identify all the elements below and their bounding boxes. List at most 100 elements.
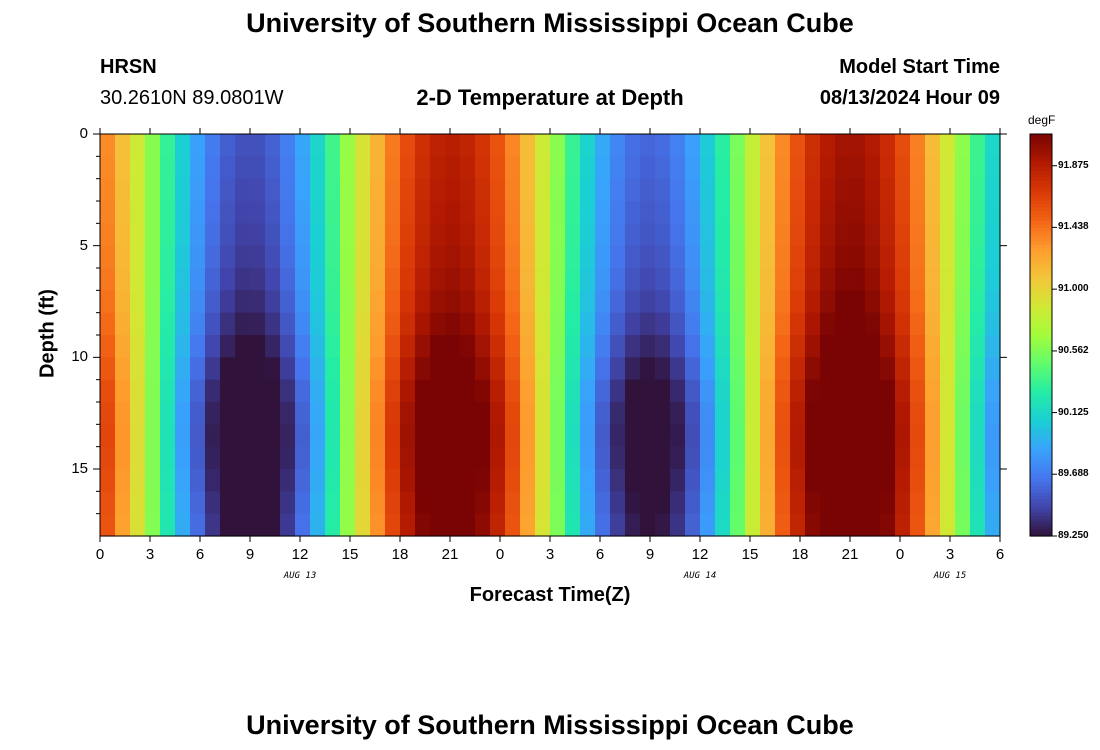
heatmap-cell [700,513,716,537]
heatmap-cell [625,312,641,336]
heatmap-cell [970,424,986,448]
heatmap-cell [670,491,686,515]
heatmap-cell [115,312,131,336]
colorbar-tick-label: 89.250 [1058,530,1089,541]
heatmap-cell [505,178,521,202]
colorbar-swatch [1030,308,1052,313]
heatmap-cell [850,513,866,537]
heatmap-cell [580,469,596,492]
heatmap-cell [460,335,476,358]
heatmap-cell [550,223,566,247]
colorbar-swatch [1030,525,1052,530]
heatmap-cell [625,245,641,269]
heatmap-cell [520,245,536,269]
heatmap-cell [490,156,506,180]
heatmap-cell [865,245,881,269]
x-tick-label: 15 [341,546,359,563]
heatmap-cell [580,491,596,515]
heatmap-cell [730,290,746,314]
heatmap-cell [265,156,281,180]
heatmap-cell [265,402,281,425]
heatmap-cell [430,178,446,202]
heatmap-cell [265,424,281,448]
heatmap-cell [940,134,956,157]
heatmap-cell [505,469,521,492]
heatmap-cell [460,156,476,180]
heatmap-cell [130,178,146,202]
heatmap-cell [610,245,626,269]
heatmap-cell [580,223,596,247]
heatmap-cell [775,469,791,492]
heatmap-cell [895,446,911,470]
heatmap-cell [250,491,266,515]
x-tick-label: 12 [291,546,309,563]
heatmap-cell [745,312,761,336]
heatmap-cell [280,446,296,470]
heatmap-cell [295,178,311,202]
heatmap-cell [580,245,596,269]
heatmap-cell [400,469,416,492]
heatmap-cell [955,268,971,291]
heatmap-cell [745,424,761,448]
heatmap-cell [145,201,161,224]
heatmap-cell [910,268,926,291]
heatmap-cell [355,357,371,381]
heatmap-cell [955,357,971,381]
heatmap-cell [775,446,791,470]
heatmap-cell [295,357,311,381]
heatmap-cell [835,424,851,448]
heatmap-cell [310,156,326,180]
heatmap-cell [805,335,821,358]
heatmap-cell [820,312,836,336]
heatmap-cell [145,513,161,537]
heatmap-cell [925,223,941,247]
heatmap-cell [850,379,866,403]
heatmap-cell [460,513,476,537]
heatmap-cell [865,335,881,358]
heatmap-cell [445,290,461,314]
heatmap-cell [850,312,866,336]
heatmap-cell [100,178,116,202]
heatmap-cell [100,469,116,492]
colorbar-swatch [1030,217,1052,222]
heatmap-cell [640,178,656,202]
heatmap-cell [940,335,956,358]
heatmap-cell [775,335,791,358]
heatmap-cell [925,156,941,180]
heatmap-cell [895,245,911,269]
colorbar-swatch [1030,261,1052,266]
y-tick-label: 5 [79,236,88,254]
heatmap-cell [715,469,731,492]
heatmap-cell [895,491,911,515]
heatmap-cell [415,312,431,336]
heatmap-cell [430,402,446,425]
heatmap-cell [955,156,971,180]
heatmap-cell [985,178,1001,202]
heatmap-cell [400,402,416,425]
heatmap-cell [910,491,926,515]
colorbar [1030,134,1052,537]
heatmap-cell [130,156,146,180]
heatmap-cell [265,379,281,403]
colorbar-swatch [1030,385,1052,390]
heatmap-cell [865,268,881,291]
heatmap-cell [925,201,941,224]
heatmap-cell [535,134,551,157]
heatmap-cell [610,201,626,224]
heatmap-cell [250,268,266,291]
heatmap-cell [970,379,986,403]
heatmap-cell [820,491,836,515]
heatmap-cell [595,402,611,425]
heatmap-cell [970,469,986,492]
heatmap-cell [565,469,581,492]
heatmap-cell [445,446,461,470]
heatmap-cell [850,402,866,425]
colorbar-swatch [1030,164,1052,169]
heatmap-cell [310,379,326,403]
colorbar-swatch [1030,365,1052,370]
x-tick-label: 0 [895,546,905,563]
date-label: AUG 13 [283,571,317,581]
heatmap-cell [850,178,866,202]
heatmap-cell [625,469,641,492]
heatmap-cell [520,201,536,224]
